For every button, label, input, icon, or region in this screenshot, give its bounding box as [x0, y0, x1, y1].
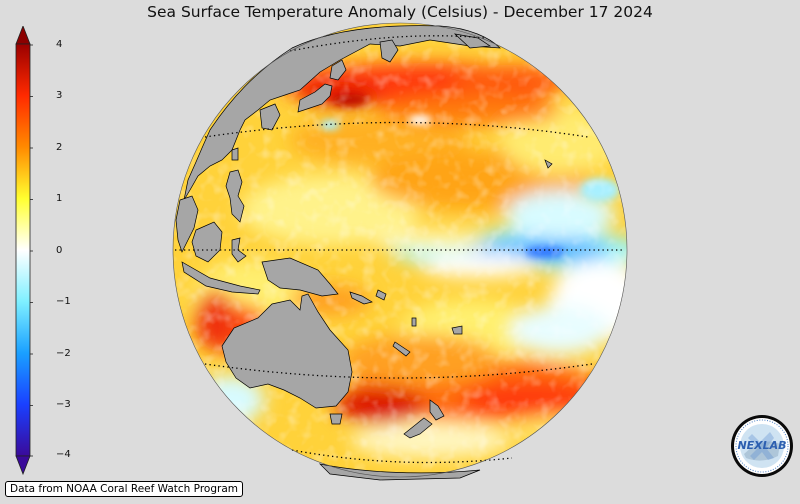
logo-text: NEXLAB — [737, 439, 786, 452]
new-caledonia-landmass — [392, 341, 411, 357]
globe-outline — [172, 22, 628, 478]
hawaii-landmass — [544, 159, 553, 169]
colorbar-tick-label: −2 — [56, 348, 71, 359]
indochina-landmass — [175, 195, 199, 253]
nz-south-island — [403, 417, 433, 439]
colorbar-extend-min — [15, 455, 31, 476]
colorbar-tick-label: −1 — [56, 296, 71, 307]
antarctica-landmass — [318, 463, 481, 481]
colorbar-tick-label: 3 — [56, 90, 63, 101]
land-masses — [175, 25, 553, 481]
colorbar-tick-label: 2 — [56, 142, 63, 153]
gridline-60n — [289, 35, 486, 52]
gridline-30n — [204, 121, 589, 138]
colorbar-tick-label: 4 — [56, 39, 63, 50]
colorbar-tick-label: 1 — [56, 193, 63, 204]
colorbar-svg — [15, 24, 33, 476]
japan-landmass — [297, 83, 333, 113]
australia-landmass — [221, 293, 353, 409]
new-guinea-landmass — [261, 257, 339, 297]
kamchatka-landmass — [379, 39, 399, 63]
nz-north-island — [429, 399, 445, 421]
java-landmass — [181, 261, 261, 295]
nexlab-logo-svg: NEXLAB — [731, 415, 793, 477]
tasmania-landmass — [329, 413, 343, 425]
nexlab-logo-icon[interactable]: NEXLAB — [730, 414, 794, 478]
colorbar-tick-label: −4 — [56, 449, 71, 460]
colorbar-tick-label: −3 — [56, 399, 71, 410]
colorbar-tick-label: 0 — [56, 245, 63, 256]
colorbar: 4 3 2 1 0 −1 −2 −3 −4 — [14, 24, 71, 478]
borneo-landmass — [191, 221, 223, 263]
philippines-landmass — [225, 169, 245, 223]
hokkaido-landmass — [329, 59, 347, 81]
sulawesi-landmass — [231, 237, 247, 263]
map-title: Sea Surface Temperature Anomaly (Celsius… — [147, 3, 653, 21]
korea-landmass — [259, 103, 281, 131]
solomon-islands-landmass — [349, 291, 373, 305]
taiwan-landmass — [231, 147, 239, 161]
fiji-landmass — [451, 325, 463, 335]
data-credit-label: Data from NOAA Coral Reef Watch Program — [5, 481, 243, 497]
